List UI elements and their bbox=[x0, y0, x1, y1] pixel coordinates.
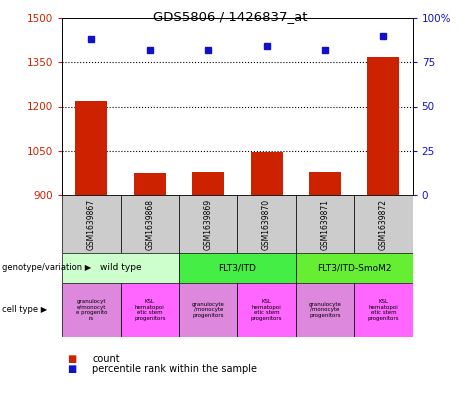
Text: ■: ■ bbox=[67, 364, 76, 374]
Bar bbox=[354, 195, 413, 253]
Bar bbox=[251, 152, 283, 195]
Text: percentile rank within the sample: percentile rank within the sample bbox=[92, 364, 257, 374]
Bar bbox=[121, 283, 179, 337]
Text: FLT3/ITD-SmoM2: FLT3/ITD-SmoM2 bbox=[317, 263, 391, 272]
Text: GSM1639871: GSM1639871 bbox=[320, 198, 330, 250]
Bar bbox=[237, 283, 296, 337]
Bar bbox=[296, 195, 354, 253]
Bar bbox=[121, 195, 179, 253]
Text: GSM1639870: GSM1639870 bbox=[262, 198, 271, 250]
Bar bbox=[75, 101, 107, 195]
Bar bbox=[192, 172, 225, 195]
Bar bbox=[62, 253, 179, 283]
Text: GSM1639868: GSM1639868 bbox=[145, 198, 154, 250]
Bar bbox=[296, 253, 413, 283]
Text: GSM1639867: GSM1639867 bbox=[87, 198, 96, 250]
Text: granulocyte
/monocyte
progenitors: granulocyte /monocyte progenitors bbox=[192, 302, 225, 318]
Bar bbox=[62, 283, 121, 337]
Text: FLT3/ITD: FLT3/ITD bbox=[219, 263, 256, 272]
Text: genotype/variation ▶: genotype/variation ▶ bbox=[2, 263, 92, 272]
Text: KSL
hematopoi
etic stem
progenitors: KSL hematopoi etic stem progenitors bbox=[368, 299, 399, 321]
Bar bbox=[179, 195, 237, 253]
Bar bbox=[179, 253, 296, 283]
Bar bbox=[179, 283, 237, 337]
Bar bbox=[237, 195, 296, 253]
Text: granulocyt
e/monocyt
e progenito
rs: granulocyt e/monocyt e progenito rs bbox=[76, 299, 107, 321]
Text: GSM1639869: GSM1639869 bbox=[204, 198, 213, 250]
Text: wild type: wild type bbox=[100, 263, 142, 272]
Bar bbox=[134, 173, 166, 195]
Text: GDS5806 / 1426837_at: GDS5806 / 1426837_at bbox=[153, 10, 308, 23]
Text: GSM1639872: GSM1639872 bbox=[379, 198, 388, 250]
Text: ■: ■ bbox=[67, 354, 76, 364]
Bar bbox=[62, 195, 121, 253]
Bar bbox=[354, 283, 413, 337]
Text: KSL
hematopoi
etic stem
progenitors: KSL hematopoi etic stem progenitors bbox=[134, 299, 165, 321]
Text: cell type ▶: cell type ▶ bbox=[2, 305, 47, 314]
Bar bbox=[367, 57, 399, 195]
Bar bbox=[296, 283, 354, 337]
Text: KSL
hematopoi
etic stem
progenitors: KSL hematopoi etic stem progenitors bbox=[251, 299, 282, 321]
Bar bbox=[309, 172, 341, 195]
Text: granulocyte
/monocyte
progenitors: granulocyte /monocyte progenitors bbox=[308, 302, 342, 318]
Text: count: count bbox=[92, 354, 120, 364]
